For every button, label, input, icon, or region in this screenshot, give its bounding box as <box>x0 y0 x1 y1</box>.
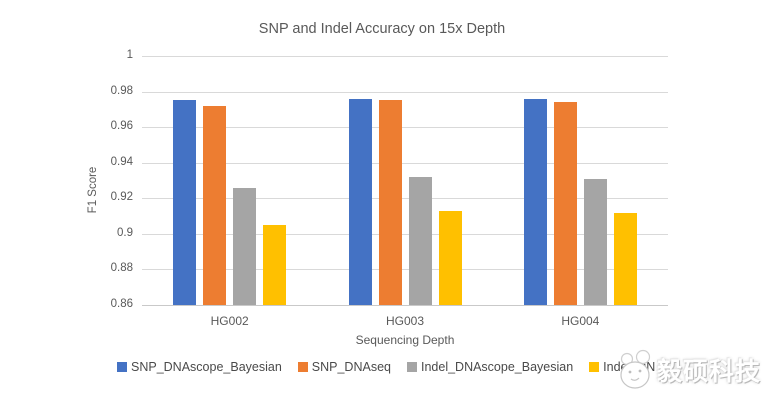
y-tick-label: 0.86 <box>110 298 133 310</box>
bar-SNP_DNAscope_Bayesian-HG003 <box>348 98 372 305</box>
bar-Indel_DNAseq-HG004 <box>613 212 637 305</box>
legend-item-SNP_DNAseq: SNP_DNAseq <box>297 360 391 374</box>
legend-item-Indel_DNAscope_Bayesian: Indel_DNAscope_Bayesian <box>406 360 574 374</box>
x-category-label-HG003: HG003 <box>385 314 425 328</box>
bar-SNP_DNAseq-HG004 <box>553 102 577 305</box>
bar-SNP_DNAseq-HG003 <box>378 100 402 305</box>
watermark-text: 毅硕科技 <box>655 352 764 388</box>
chart-title: SNP and Indel Accuracy on 15x Depth <box>258 21 506 37</box>
legend-label: Indel_DNAscope_Bayesian <box>420 360 574 374</box>
legend-swatch-icon <box>117 362 127 372</box>
plot-area <box>142 56 668 306</box>
bar-Indel_DNAseq-HG002 <box>263 224 287 305</box>
legend-label: SNP_DNAseq <box>311 360 391 374</box>
bar-Indel_DNAscope_Bayesian-HG004 <box>583 178 607 305</box>
bar-SNP_DNAseq-HG002 <box>203 105 227 305</box>
legend-swatch-icon <box>406 362 417 372</box>
bar-Indel_DNAscope_Bayesian-HG002 <box>233 187 257 305</box>
bar-Indel_DNAscope_Bayesian-HG003 <box>408 176 432 305</box>
y-tick-label: 0.9 <box>117 226 133 239</box>
gridline <box>142 127 668 129</box>
gridline <box>142 91 668 93</box>
watermark: 毅硕科技 <box>615 349 764 391</box>
legend-label: SNP_DNAscope_Bayesian <box>131 360 282 374</box>
x-category-label-HG004: HG004 <box>561 314 600 328</box>
y-tick-label: 0.98 <box>110 84 133 97</box>
y-tick-label: 0.92 <box>110 191 133 204</box>
bar-SNP_DNAscope_Bayesian-HG002 <box>173 100 197 305</box>
legend: SNP_DNAscope_Bayesian SNP_DNAseq Indel_DNA… <box>117 360 684 374</box>
mascot-face-icon <box>620 349 651 389</box>
gridline <box>142 162 668 164</box>
gridline <box>142 198 668 200</box>
bar-SNP_DNAscope_Bayesian-HG004 <box>523 98 547 305</box>
gridline <box>142 56 668 57</box>
y-tick-label: 0.94 <box>110 155 133 168</box>
bar-Indel_DNAseq-HG003 <box>438 210 462 305</box>
y-tick-label: 1 <box>126 49 133 61</box>
y-tick-label: 0.96 <box>110 120 133 133</box>
gridline <box>142 269 668 271</box>
y-tick-label: 0.88 <box>110 262 133 275</box>
x-category-label-HG002: HG002 <box>210 314 249 328</box>
x-axis-title: Sequencing Depth <box>355 333 455 347</box>
legend-swatch-icon <box>589 362 600 372</box>
legend-item-SNP_DNAscope_Bayesian: SNP_DNAscope_Bayesian <box>117 360 282 374</box>
legend-swatch-icon <box>297 362 308 372</box>
y-axis-title-text: F1 Score <box>87 166 99 214</box>
gridline <box>142 233 668 235</box>
